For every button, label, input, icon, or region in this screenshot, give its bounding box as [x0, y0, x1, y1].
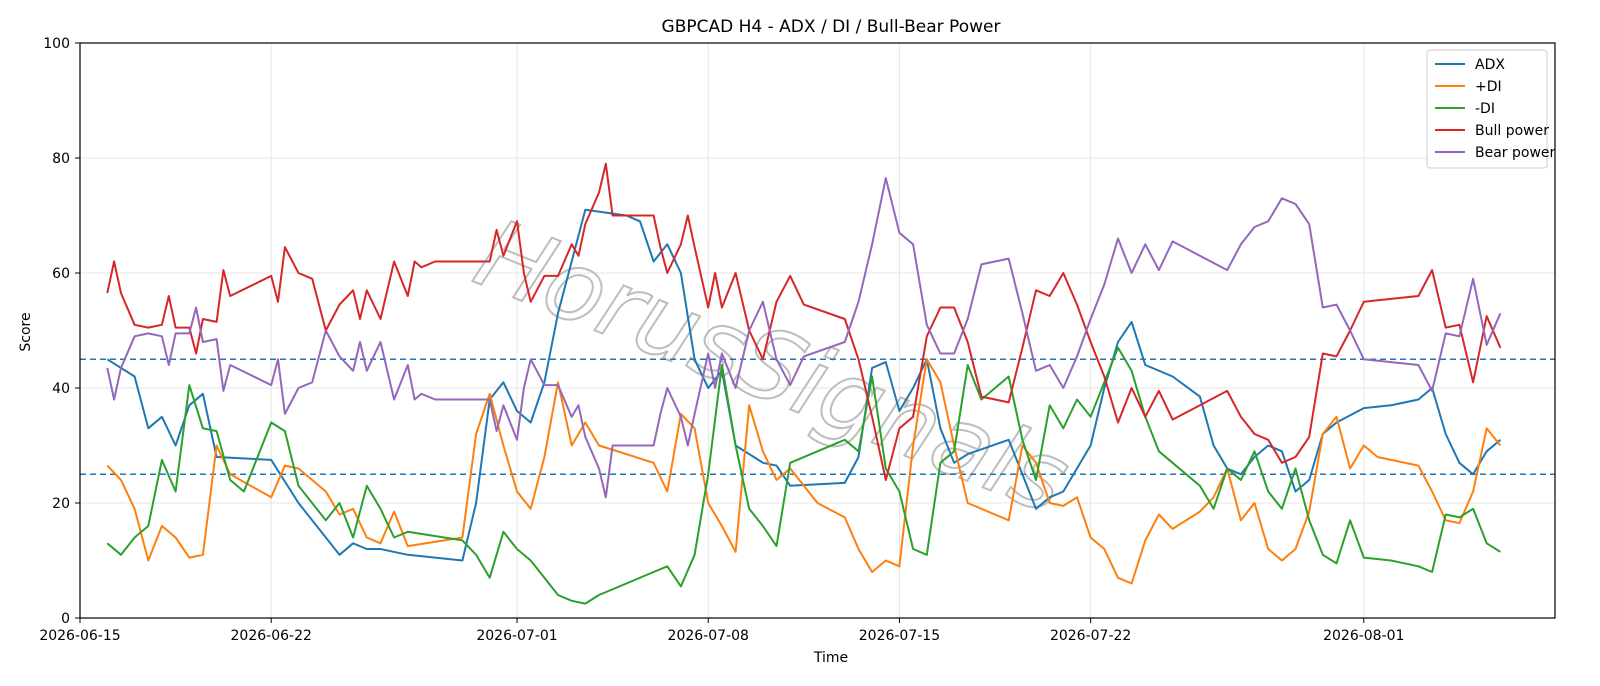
x-tick-label: 2026-07-22: [1050, 628, 1131, 644]
legend-label: Bull power: [1475, 123, 1549, 139]
y-tick-label: 60: [52, 266, 70, 282]
reference-lines: [80, 358, 1555, 475]
legend-label: ADX: [1475, 57, 1505, 73]
series-lines: [106, 162, 1502, 605]
series-line-bull-power: [106, 162, 1502, 481]
series-line-adx: [106, 208, 1502, 562]
y-axis-ticks: 0 20 40 60 80 100: [43, 36, 80, 627]
legend-label: +DI: [1475, 79, 1502, 95]
legend-label: Bear power: [1475, 145, 1556, 161]
x-tick-label: 2026-06-22: [231, 628, 312, 644]
y-tick-label: 100: [43, 36, 70, 52]
legend: ADX +DI -DI Bull power Bear power: [1426, 49, 1556, 169]
axes-frame: [79, 42, 1556, 619]
y-axis-title: Score: [18, 312, 34, 351]
chart-title: GBPCAD H4 - ADX / DI / Bull-Bear Power: [662, 17, 1001, 37]
y-tick-label: 80: [52, 151, 70, 167]
series-line-bear-power: [106, 177, 1502, 499]
x-axis-ticks: 2026-06-15 2026-06-22 2026-07-01 2026-07-08…: [39, 618, 1404, 644]
series-line-di: [106, 346, 1501, 605]
x-tick-label: 2026-07-08: [668, 628, 749, 644]
x-tick-label: 2026-07-01: [476, 628, 557, 644]
y-tick-label: 40: [52, 381, 70, 397]
x-axis-title: Time: [813, 650, 848, 666]
legend-box: [1426, 49, 1548, 169]
x-tick-label: 2026-07-15: [859, 628, 940, 644]
y-tick-label: 0: [61, 611, 70, 627]
x-tick-label: 2026-08-01: [1323, 628, 1404, 644]
x-tick-label: 2026-06-15: [39, 628, 120, 644]
legend-label: -DI: [1475, 101, 1495, 117]
y-tick-label: 20: [52, 496, 70, 512]
